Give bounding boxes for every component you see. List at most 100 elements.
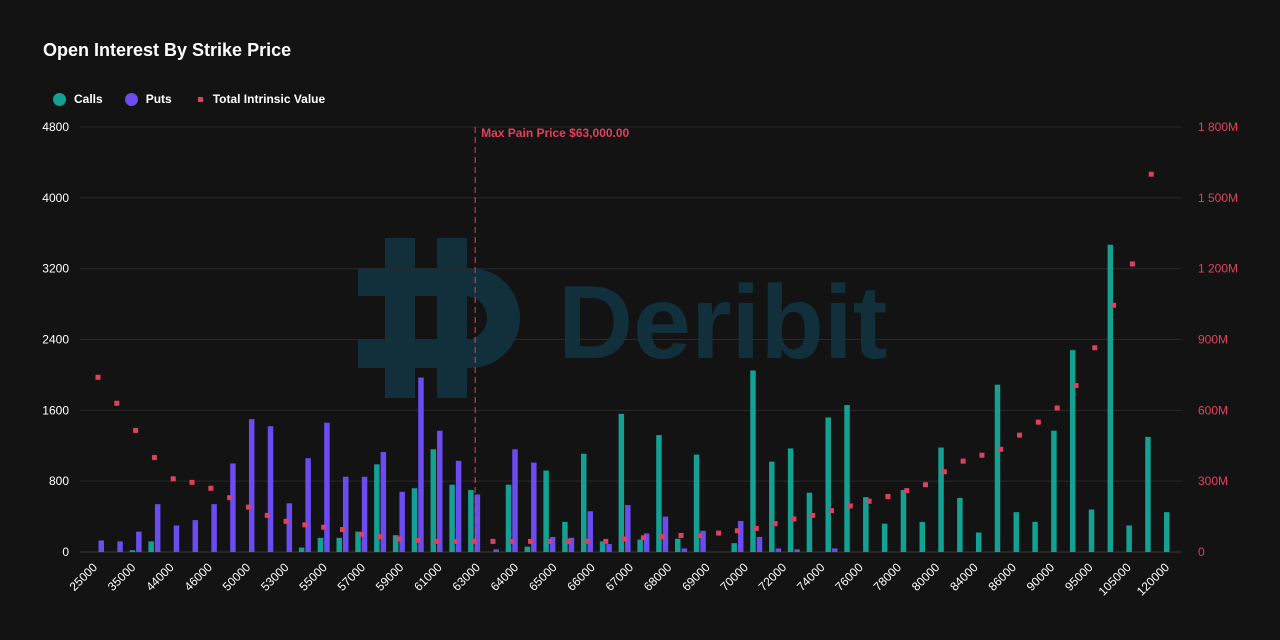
left-tick-label: 4000	[42, 191, 69, 205]
intrinsic-value-point	[227, 495, 233, 501]
x-tick-label: 35000	[105, 560, 139, 594]
left-tick-label: 3200	[42, 262, 69, 276]
intrinsic-value-point	[528, 538, 534, 544]
legend-item-intrinsic[interactable]: Total Intrinsic Value	[194, 92, 325, 106]
intrinsic-value-point	[923, 482, 929, 488]
intrinsic-value-point	[151, 455, 157, 461]
x-tick-label: 53000	[258, 560, 292, 594]
call-bar	[1088, 509, 1095, 552]
x-tick-label: 57000	[335, 560, 369, 594]
put-bar	[361, 476, 368, 552]
intrinsic-value-point	[264, 512, 270, 518]
intrinsic-value-point	[1148, 171, 1154, 177]
intrinsic-value-point	[415, 537, 421, 543]
right-tick-label: 300M	[1198, 474, 1228, 488]
intrinsic-value-point	[302, 522, 308, 528]
intrinsic-value-point	[979, 452, 985, 458]
put-bar	[418, 377, 424, 552]
legend-label-calls: Calls	[74, 92, 103, 106]
call-bar	[975, 532, 982, 552]
right-tick-label: 0	[1198, 545, 1205, 559]
call-bar	[599, 541, 606, 552]
intrinsic-value-point	[772, 521, 778, 527]
intrinsic-value-point	[321, 524, 327, 530]
call-bar	[919, 521, 926, 552]
left-tick-label: 0	[62, 545, 69, 559]
call-bar	[806, 492, 813, 552]
intrinsic-value-point	[791, 516, 797, 522]
intrinsic-value-point	[810, 512, 816, 518]
put-bar	[587, 511, 593, 552]
chart-title: Open Interest By Strike Price	[43, 40, 292, 60]
call-bar	[543, 470, 549, 552]
intrinsic-value-point	[866, 498, 872, 504]
put-bar	[399, 491, 405, 552]
put-bar	[342, 476, 349, 552]
intrinsic-value-point	[133, 427, 139, 433]
call-bar	[1145, 436, 1151, 552]
intrinsic-value-point	[960, 458, 966, 464]
intrinsic-value-point	[565, 538, 571, 544]
x-tick-label: 84000	[947, 560, 981, 594]
intrinsic-value-point	[697, 532, 703, 538]
x-tick-label: 66000	[564, 560, 598, 594]
intrinsic-value-point	[434, 538, 440, 544]
call-bar	[1126, 525, 1132, 552]
call-bar	[863, 497, 869, 552]
x-tick-label: 90000	[1024, 560, 1058, 594]
intrinsic-value-point	[1054, 405, 1060, 411]
put-bar	[98, 540, 104, 552]
x-tick-label: 105000	[1096, 560, 1134, 598]
x-tick-label: 55000	[296, 560, 330, 594]
call-bar	[1069, 350, 1076, 552]
watermark-logo-bar	[385, 238, 415, 398]
call-bar	[336, 537, 342, 552]
legend-label-puts: Puts	[145, 92, 172, 106]
put-bar	[192, 520, 199, 552]
intrinsic-value-point	[471, 538, 477, 544]
intrinsic-value-point	[603, 538, 609, 544]
call-bar	[298, 547, 305, 552]
intrinsic-value-point	[678, 532, 684, 538]
put-bar	[568, 537, 575, 552]
intrinsic-value-point	[904, 488, 910, 494]
x-tick-label: 65000	[526, 560, 560, 594]
call-bar	[1032, 521, 1038, 552]
x-tick-label: 63000	[449, 560, 483, 594]
legend-item-puts[interactable]: Puts	[124, 92, 172, 106]
put-bar	[606, 544, 612, 552]
x-tick-label: 120000	[1134, 560, 1172, 598]
x-tick-label: 67000	[603, 560, 637, 594]
legend-item-calls[interactable]: Calls	[53, 92, 103, 106]
intrinsic-value-point	[847, 503, 853, 509]
put-bar	[267, 426, 274, 552]
watermark-text: Deribit	[558, 265, 887, 381]
call-bar	[825, 417, 831, 552]
intrinsic-value-point	[622, 536, 628, 542]
call-bar	[656, 435, 662, 552]
call-bar	[900, 490, 907, 552]
x-tick-label: 86000	[985, 560, 1019, 594]
put-bar	[700, 530, 706, 552]
intrinsic-value-point	[640, 535, 646, 541]
call-bar	[411, 488, 418, 552]
x-tick-label: 46000	[181, 560, 215, 594]
call-bar	[355, 531, 361, 552]
call-bar	[693, 454, 700, 552]
intrinsic-value-point	[1129, 261, 1135, 267]
x-tick-label: 72000	[756, 560, 790, 594]
call-bar	[994, 384, 1001, 552]
x-tick-label: 70000	[717, 560, 751, 594]
right-tick-label: 1 500M	[1198, 191, 1238, 205]
watermark-logo-bar	[437, 238, 467, 398]
calls-swatch-icon	[53, 92, 66, 106]
put-bar	[794, 549, 800, 552]
call-bar	[938, 447, 944, 552]
put-bar	[831, 548, 838, 552]
call-bar	[675, 538, 681, 552]
x-tick-label: 78000	[871, 560, 905, 594]
x-tick-label: 64000	[488, 560, 522, 594]
intrinsic-value-point	[998, 446, 1004, 452]
intrinsic-swatch-icon	[197, 96, 203, 102]
